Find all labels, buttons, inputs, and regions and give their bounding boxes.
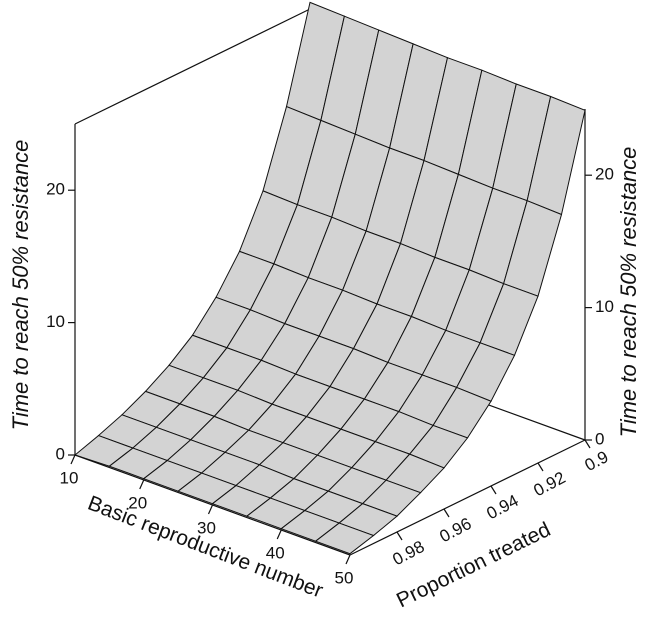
y-axis-line <box>349 439 586 556</box>
y-axis-title: Proportion treated <box>393 518 554 612</box>
box-edge <box>74 8 311 125</box>
y-tick-label: 0.94 <box>483 491 521 523</box>
y-tick-label: 0.9 <box>582 447 612 475</box>
z-axis-title-right: Time to reach 50% resistance <box>616 147 641 438</box>
x-tick <box>70 454 76 465</box>
x-tick-label: 30 <box>197 518 216 537</box>
x-tick <box>139 479 145 490</box>
y-tick-label: 0.98 <box>389 537 427 569</box>
x-tick <box>207 504 214 515</box>
surface-cell <box>314 522 375 555</box>
x-tick-label: 20 <box>128 493 147 512</box>
x-tick-label: 40 <box>266 543 285 562</box>
x-tick <box>345 554 351 565</box>
z-tick-label: 20 <box>46 180 65 199</box>
x-tick-label: 10 <box>60 468 79 487</box>
y-tick <box>443 508 450 518</box>
z-axis-title: Time to reach 50% resistance <box>8 140 33 431</box>
y-tick <box>490 485 497 495</box>
y-tick <box>537 462 544 472</box>
y-tick-label: 0.92 <box>530 468 568 500</box>
y-tick-label: 0.96 <box>436 514 474 546</box>
y-tick <box>584 439 591 449</box>
z-tick-label: 10 <box>46 312 65 331</box>
z-tick-label-right: 10 <box>595 297 614 316</box>
z-tick-label-right: 0 <box>595 429 604 448</box>
y-tick <box>396 531 403 541</box>
x-tick-label: 50 <box>335 568 354 587</box>
z-tick-label-right: 20 <box>595 165 614 184</box>
x-tick <box>276 529 282 540</box>
z-tick-label: 0 <box>56 444 65 463</box>
